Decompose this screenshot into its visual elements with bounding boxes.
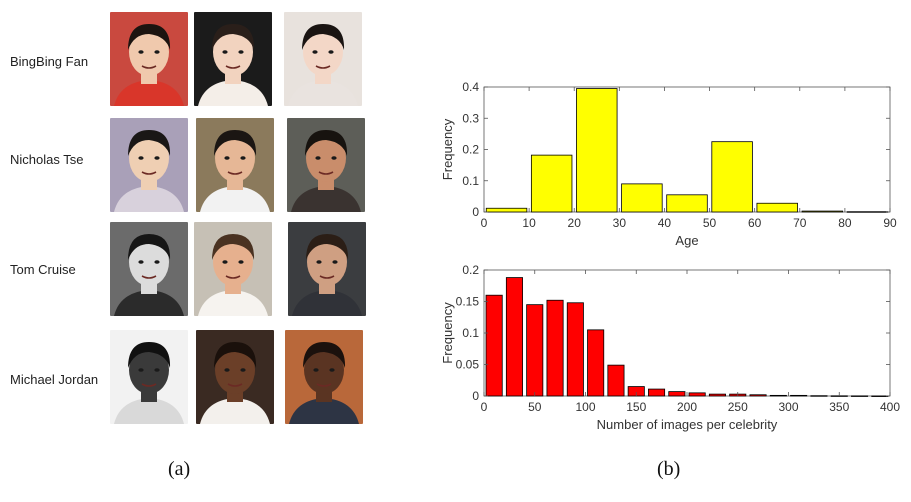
x-tick-label: 50 (528, 400, 542, 414)
x-axis-label: Number of images per celebrity (597, 417, 778, 432)
celebrity-name: Nicholas Tse (10, 152, 84, 167)
histogram-bar (756, 202, 798, 213)
face-image (110, 12, 188, 106)
x-tick-label: 30 (613, 216, 627, 230)
histogram-bar (566, 302, 584, 397)
histogram-bar (526, 304, 544, 397)
x-tick-label: 0 (481, 400, 488, 414)
celebrity-photo (196, 118, 274, 212)
celebrity-row: Nicholas Tse (0, 118, 440, 214)
y-tick-label: 0.2 (462, 263, 479, 277)
histogram-bar (648, 388, 666, 397)
histogram-bar (810, 395, 828, 397)
celebrity-row: BingBing Fan (0, 12, 440, 108)
face-image (110, 118, 188, 212)
y-tick-label: 0 (472, 205, 479, 219)
histogram-bar (546, 299, 564, 397)
x-tick-label: 80 (838, 216, 852, 230)
celebrity-photo (194, 12, 272, 106)
histogram-bar (871, 395, 889, 397)
celebrity-photo (196, 330, 274, 424)
face-image (196, 330, 274, 424)
histogram-bar (769, 394, 787, 397)
face-image (284, 12, 362, 106)
face-image (288, 222, 366, 316)
x-tick-label: 40 (658, 216, 672, 230)
celebrity-photo (110, 222, 188, 316)
x-tick-label: 350 (829, 400, 849, 414)
x-tick-label: 90 (883, 216, 897, 230)
celebrity-panel: BingBing Fan Nicholas Tse Tom Cruise Mic… (0, 0, 440, 502)
histogram-bar (587, 329, 605, 397)
histogram-bar (711, 141, 753, 213)
y-tick-label: 0 (472, 389, 479, 403)
celebrity-photo (287, 118, 365, 212)
x-tick-label: 10 (522, 216, 536, 230)
histogram-bar (666, 194, 708, 213)
celebrity-name: Michael Jordan (10, 372, 99, 387)
y-tick-label: 0.05 (456, 358, 480, 372)
x-tick-label: 200 (677, 400, 697, 414)
panel-b-caption: (b) (657, 458, 681, 480)
histogram-bar (749, 394, 767, 397)
histogram-bar (505, 277, 523, 397)
celebrity-photo (110, 118, 188, 212)
celebrity-row: Tom Cruise (0, 222, 440, 318)
histogram-bar (688, 392, 706, 397)
face-image (194, 12, 272, 106)
x-tick-label: 150 (626, 400, 646, 414)
histogram-bar (801, 210, 844, 213)
celebrity-photo (288, 222, 366, 316)
face-image (194, 222, 272, 316)
panel-a-caption: (a) (168, 458, 191, 480)
celebrity-photo (285, 330, 363, 424)
x-tick-label: 100 (575, 400, 595, 414)
celebrity-photo (194, 222, 272, 316)
histogram-bar (851, 395, 869, 397)
histogram-bar (846, 211, 889, 213)
x-tick-label: 60 (748, 216, 762, 230)
y-axis-label: Frequency (440, 302, 455, 364)
face-image (110, 222, 188, 316)
y-tick-label: 0.4 (462, 80, 479, 94)
x-tick-label: 300 (778, 400, 798, 414)
x-tick-label: 0 (481, 216, 488, 230)
y-tick-label: 0.1 (462, 326, 479, 340)
face-image (110, 330, 188, 424)
celebrity-row: Michael Jordan (0, 330, 440, 426)
histogram-bar (485, 294, 503, 397)
x-tick-label: 50 (703, 216, 717, 230)
x-tick-label: 400 (880, 400, 900, 414)
plot-area (483, 269, 891, 397)
celebrity-photo (110, 330, 188, 424)
histogram-bar (485, 207, 528, 213)
x-tick-label: 70 (793, 216, 807, 230)
histogram-charts: 0 10 20 30 40 50 60 70 80 90 0 0.1 0.2 0.3 0.4 Age Frequ… (440, 80, 900, 432)
x-tick-label: 250 (728, 400, 748, 414)
celebrity-photo (284, 12, 362, 106)
celebrity-photo (110, 12, 188, 106)
face-image (287, 118, 365, 212)
histogram-bar (668, 391, 686, 397)
face-image (196, 118, 274, 212)
histogram-bar (708, 393, 726, 397)
x-tick-label: 20 (568, 216, 582, 230)
face-image (285, 330, 363, 424)
x-axis-label: Age (675, 233, 698, 248)
histogram-bar (607, 364, 625, 397)
histogram-bar (790, 394, 808, 397)
y-tick-label: 0.1 (462, 174, 479, 188)
y-tick-label: 0.2 (462, 143, 479, 157)
y-tick-label: 0.3 (462, 111, 479, 125)
histogram-bar (576, 88, 618, 213)
y-axis-label: Frequency (440, 118, 455, 180)
histogram-bar (621, 183, 663, 213)
celebrity-name: BingBing Fan (10, 54, 89, 69)
y-tick-label: 0.15 (456, 295, 480, 309)
histogram-bar (530, 154, 573, 213)
celebrity-name: Tom Cruise (10, 262, 76, 277)
